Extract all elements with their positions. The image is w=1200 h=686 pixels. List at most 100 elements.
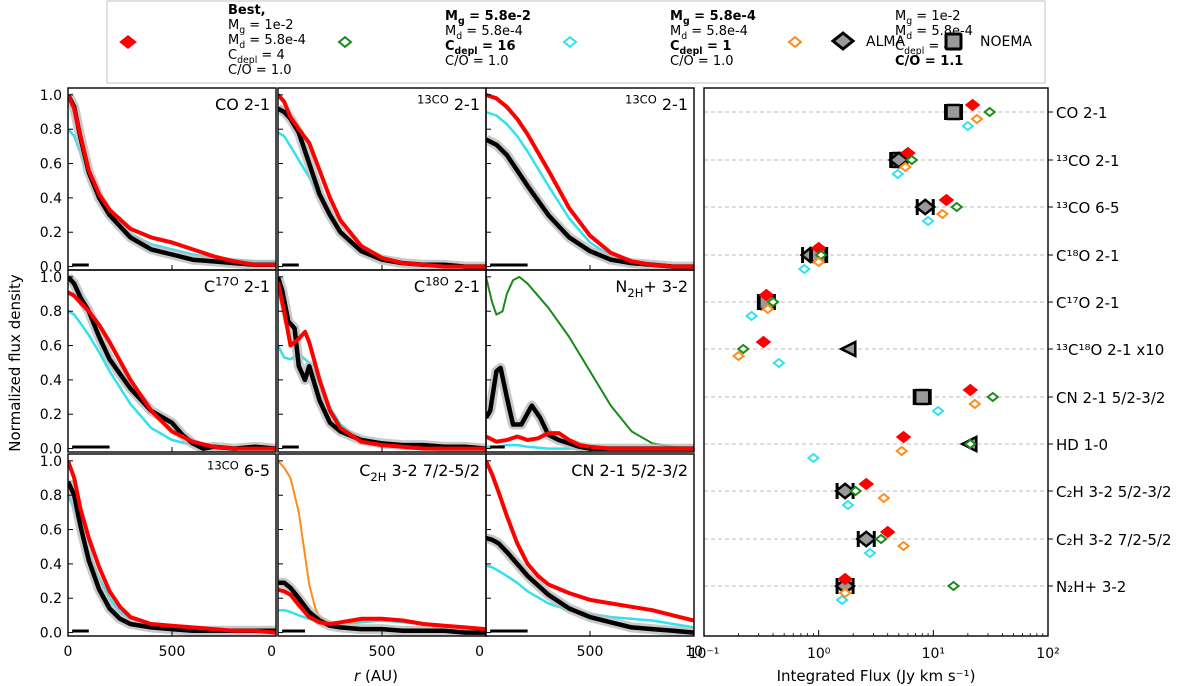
legend-text-green: Mg​ = 5.8e-2: [445, 9, 531, 27]
observed-point-alma: [834, 577, 857, 595]
model-point-orange: [970, 113, 984, 125]
model-point-green: [849, 485, 863, 497]
flux-x-tick-label: 10¹: [922, 646, 945, 662]
panel-title: C17O​ 2-1: [204, 275, 270, 296]
model-point-best: [879, 525, 896, 539]
line-label: ¹³CO 2-1: [1056, 152, 1120, 170]
model-point-orange: [968, 398, 982, 410]
profile-panel: N2H​+ 3-2: [485, 269, 695, 453]
legend-text-green: Cdepl​ = 16: [445, 39, 516, 57]
panel-title: 13CO​ 2-1: [625, 93, 688, 114]
line-label: C₂H 3-2 5/2-3/2: [1056, 483, 1172, 501]
series-line-best: [68, 460, 276, 635]
observed-point-noema: [944, 103, 964, 121]
panel-series: [486, 460, 694, 636]
x-tick-label: 500: [369, 644, 396, 660]
flux-panel: 10⁻¹ 10⁰ 10¹ 10² CO 2-1 ¹³CO 2-1 ¹³CO 6-5 C¹⁸O …: [689, 87, 1172, 685]
alma-marker: [834, 482, 857, 500]
legend-text-best: Mg​ = 1e-2: [228, 18, 294, 36]
y-tick-label: 0.8: [40, 304, 62, 320]
model-point-green: [905, 154, 919, 166]
y-tick-label: 0.8: [40, 488, 62, 504]
model-point-cyan: [931, 405, 945, 417]
x-tick-label: 500: [577, 644, 604, 660]
x-tick-label: 10: [685, 644, 703, 660]
legend-marker-best: [119, 34, 137, 50]
noema-marker: [945, 103, 962, 121]
legend-marker-cyan: [562, 35, 578, 49]
model-point-orange: [731, 350, 746, 362]
model-point-orange: [935, 208, 950, 220]
line-label: C₂H 3-2 7/2-5/2: [1056, 531, 1172, 549]
x-tick-label: 0: [475, 644, 484, 660]
panel-title: 13CO​ 6-5: [207, 459, 270, 480]
series-line-observed: [68, 93, 276, 268]
left-x-axis-label: r (AU): [354, 667, 398, 685]
panel-series: [278, 275, 486, 452]
y-tick-label: 0.6: [40, 339, 62, 355]
legend-text-best: Md​ = 5.8e-4: [228, 33, 306, 51]
observed-uncertainty-band: [278, 275, 486, 452]
model-point-green: [963, 438, 977, 450]
model-point-best: [755, 335, 772, 349]
legend-text-best: C/O = 1.0: [228, 63, 292, 78]
legend-label-noema: NOEMA: [980, 34, 1032, 50]
panel-series: [278, 460, 486, 636]
legend-text-cyan: Md​ = 5.8e-4: [670, 24, 748, 42]
model-point-cyan: [961, 120, 975, 132]
panel-series: [278, 93, 486, 270]
model-point-green: [766, 296, 780, 308]
model-point-best: [962, 383, 979, 397]
alma-marker: [887, 151, 910, 169]
series-line-best: [68, 290, 276, 451]
legend-entry-noema: NOEMA: [944, 32, 1032, 51]
legend-text-cyan: C/O = 1.0: [670, 54, 734, 69]
series-line-cyan: [278, 344, 486, 450]
panel-title: C2H​ 3-2 7/2-5/2: [359, 461, 480, 484]
y-tick-label: 0.2: [40, 225, 62, 241]
y-tick-label: 0.2: [40, 407, 62, 423]
series-line-best: [278, 93, 486, 269]
x-tick-label: 500: [159, 644, 186, 660]
flux-x-tick-label: 10⁰: [807, 646, 831, 662]
series-line-best: [278, 587, 486, 632]
model-point-green: [986, 391, 1000, 403]
model-point-green: [946, 580, 961, 592]
panel-title: 13CO​ 2-1: [417, 93, 480, 114]
model-point-best: [837, 572, 853, 586]
legend-marker-green: [337, 35, 353, 49]
legend-marker-orange: [787, 35, 803, 49]
line-label: ¹³CO 6-5: [1056, 199, 1120, 217]
model-point-green: [874, 533, 888, 545]
model-point-best: [758, 288, 775, 302]
line-label: CN 2-1 5/2-3/2: [1056, 389, 1165, 407]
profile-panel: 13CO​ 2-1: [277, 87, 487, 271]
observed-point-alma: [834, 482, 857, 500]
model-point-cyan: [891, 168, 905, 180]
flux-x-tick-label: 10²: [1036, 646, 1059, 662]
observed-uncertainty-band: [68, 92, 276, 270]
model-point-green: [983, 106, 997, 118]
model-series-orange: [731, 113, 984, 599]
profile-panel: CO 2-1: [67, 87, 277, 271]
model-point-orange: [895, 445, 909, 457]
model-point-best: [895, 430, 912, 444]
series-line-observed: [278, 580, 486, 635]
y-tick-label: 0.0: [40, 260, 62, 276]
model-point-cyan: [835, 594, 849, 606]
model-point-cyan: [806, 452, 821, 464]
series-line-observed: [278, 276, 486, 451]
legend-text-orange: C/O = 1.1: [895, 54, 963, 69]
legend-text-green: Md​ = 5.8e-4: [445, 24, 523, 42]
flux-x-axis-label: Integrated Flux (Jy km s⁻¹): [777, 667, 976, 685]
panel-title: CN 2-1 5/2-3/2: [571, 461, 688, 480]
profile-panel: CN 2-1 5/2-3/2: [485, 453, 695, 637]
panel-series: [68, 273, 276, 452]
flux-x-tick-label: 10⁻¹: [689, 646, 720, 662]
profile-panel: C17O​ 2-1: [67, 269, 277, 453]
series-line-best: [278, 281, 486, 451]
line-label: N₂H+ 3-2: [1056, 578, 1126, 596]
profile-panel: 13CO​ 6-5: [67, 453, 277, 637]
